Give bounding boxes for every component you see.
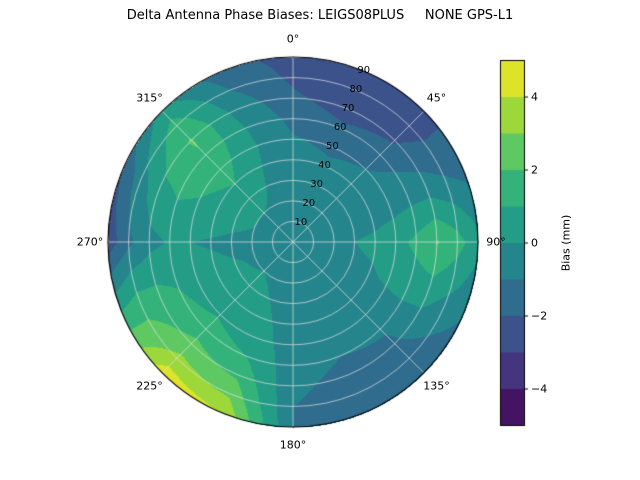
theta-tick-label: 90° <box>486 235 506 249</box>
theta-tick-label: 225° <box>136 379 163 393</box>
radial-tick-label: 90 <box>357 65 371 77</box>
radial-tick-label: 10 <box>294 217 308 228</box>
colorbar-tick-label: −4 <box>531 382 548 395</box>
colorbar-tick-label: −2 <box>531 309 548 322</box>
radial-tick-label: 30 <box>310 179 323 191</box>
radial-tick-label: 20 <box>302 198 316 210</box>
colorbar-tick-label: 2 <box>531 163 538 176</box>
colorbar-axis-label: Bias (mm) <box>559 214 573 271</box>
radial-tick-label: 80 <box>349 84 363 96</box>
chart-title: Delta Antenna Phase Biases: LEIGS08PLUS … <box>126 8 514 23</box>
theta-tick-label: 270° <box>76 235 104 249</box>
theta-tick-label: 0° <box>286 32 300 46</box>
theta-tick-label: 135° <box>423 379 450 393</box>
radial-tick-label: 40 <box>318 160 331 172</box>
colorbar-tick-label: 4 <box>531 90 538 103</box>
theta-tick-label: 180° <box>279 438 307 452</box>
theta-tick-label: 45° <box>426 91 447 105</box>
colorbar-tick-label: 0 <box>531 236 538 249</box>
theta-tick-label: 315° <box>136 91 163 105</box>
radial-tick-label: 50 <box>325 141 339 153</box>
radial-tick-label: 70 <box>341 103 355 115</box>
radial-tick-label: 60 <box>333 122 347 134</box>
